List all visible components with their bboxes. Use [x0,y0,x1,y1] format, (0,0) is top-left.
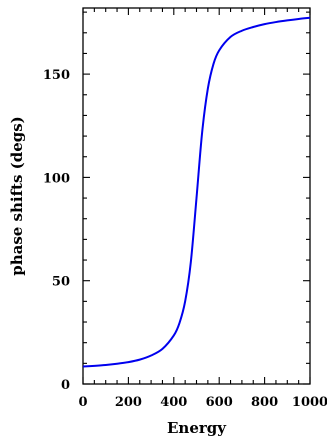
y-tick-label: 100 [43,171,70,186]
x-tick-label: 600 [206,395,233,410]
y-tick-label: 150 [43,68,70,83]
axis-ticks [82,8,311,385]
series-line [82,16,311,368]
x-tick-label: 800 [251,395,278,410]
axis-tick-labels: 0 200 400 600 800 1000 0 50 100 150 [43,68,327,410]
y-axis-title: phase shifts (degs) [8,116,26,276]
x-axis-title: Energy [167,419,227,436]
x-tick-label: 0 [78,395,87,410]
series-lines [82,16,311,368]
x-tick-label: 400 [160,395,187,410]
y-tick-label: 50 [52,275,70,290]
x-tick-label: 1000 [292,395,327,410]
x-tick-label: 200 [115,395,142,410]
y-tick-label: 0 [61,378,70,393]
